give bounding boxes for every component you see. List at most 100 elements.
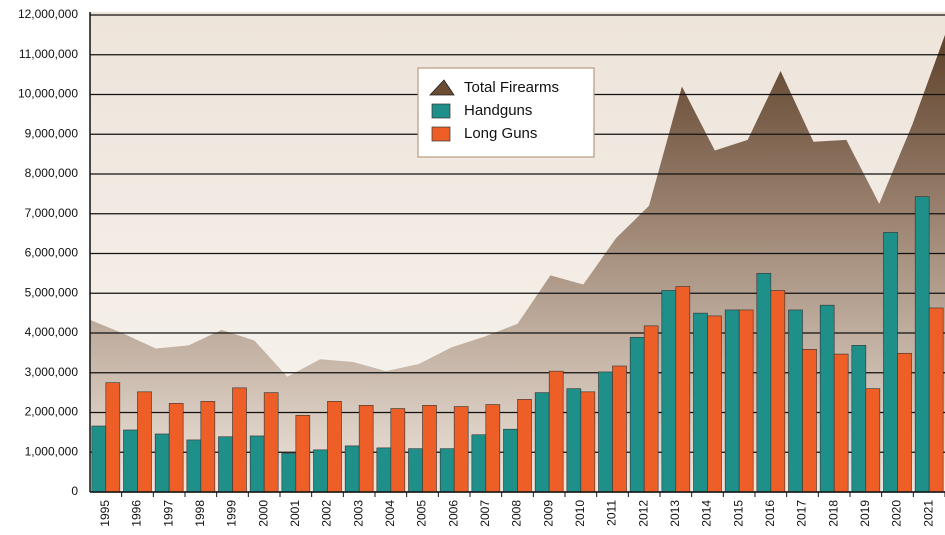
bar (724, 309, 740, 493)
bar (598, 371, 613, 493)
legend-label: Long Guns (464, 125, 537, 142)
legend-icon (431, 126, 451, 142)
bar (802, 348, 817, 493)
bar (503, 428, 518, 493)
bar (105, 382, 121, 493)
x-tick-label: 2009 (541, 500, 555, 527)
x-tick-label: 2008 (510, 500, 524, 527)
x-tick-label: 2000 (256, 500, 270, 527)
y-tick-label: 7,000,000 (25, 206, 79, 220)
bar (833, 353, 849, 493)
x-tick-label: 2011 (605, 500, 619, 526)
bar (471, 434, 487, 493)
x-tick-label: 2018 (826, 500, 840, 527)
bar (883, 232, 898, 493)
bar (756, 273, 772, 493)
y-tick-label: 11,000,000 (19, 47, 78, 61)
bar (453, 406, 469, 493)
x-tick-label: 2016 (763, 500, 777, 527)
x-tick-label: 2015 (731, 500, 745, 527)
bar (218, 436, 233, 493)
legend-label: Total Firearms (464, 79, 559, 96)
bar (168, 403, 184, 493)
y-tick-label: 1,000,000 (25, 444, 79, 458)
bar (281, 453, 297, 493)
y-tick-label: 4,000,000 (25, 325, 79, 339)
x-tick-label: 2017 (795, 500, 809, 527)
x-tick-label: 2002 (320, 500, 334, 527)
bar (390, 408, 406, 493)
y-tick-label: 6,000,000 (25, 246, 79, 260)
y-tick-label: 2,000,000 (25, 405, 79, 419)
bar (548, 370, 564, 493)
bar (629, 337, 645, 493)
bar (376, 447, 392, 493)
bar (819, 304, 835, 493)
x-tick-label: 2013 (668, 500, 682, 527)
x-tick-label: 2010 (573, 500, 587, 527)
bar (914, 196, 930, 493)
bar (313, 449, 328, 493)
x-tick-label: 2001 (288, 500, 302, 527)
bar (707, 315, 722, 493)
x-tick-label: 2006 (446, 500, 460, 527)
bar (770, 290, 786, 493)
legend-icon (431, 103, 451, 119)
x-tick-label: 2019 (858, 500, 872, 527)
x-tick-label: 2020 (890, 500, 904, 527)
x-tick-label: 1999 (225, 500, 239, 527)
bar (263, 392, 279, 493)
x-tick-label: 2012 (636, 500, 650, 527)
bar (186, 439, 202, 493)
bar (295, 414, 311, 493)
x-tick-label: 2007 (478, 500, 492, 527)
bar (408, 448, 423, 493)
bar (928, 307, 944, 493)
bar (693, 312, 708, 493)
y-tick-label: 3,000,000 (25, 365, 79, 379)
bar (422, 405, 437, 493)
y-tick-label: 0 (71, 484, 78, 498)
x-tick-label: 1996 (130, 500, 144, 527)
bar (358, 405, 374, 493)
x-tick-label: 2004 (383, 500, 397, 527)
bar (643, 325, 659, 493)
bar (485, 404, 501, 493)
x-tick-label: 2005 (415, 500, 429, 527)
bar (154, 433, 170, 493)
x-tick-label: 1997 (161, 500, 175, 527)
bar (327, 401, 342, 493)
bar (534, 392, 550, 493)
bar (738, 309, 754, 493)
bar (580, 391, 596, 493)
bar (865, 388, 881, 493)
y-tick-label: 5,000,000 (25, 285, 79, 299)
x-tick-label: 2003 (351, 500, 365, 527)
bar (851, 345, 867, 493)
legend-icon (429, 79, 455, 96)
bar (675, 286, 691, 493)
x-tick-label: 2021 (921, 500, 935, 527)
bar (612, 365, 627, 493)
y-tick-label: 9,000,000 (25, 126, 79, 140)
bar (137, 391, 152, 493)
y-tick-label: 12,000,000 (18, 7, 78, 21)
y-tick-label: 10,000,000 (18, 87, 78, 101)
bar (897, 352, 912, 493)
legend-label: Handguns (464, 102, 532, 119)
y-tick-label: 8,000,000 (25, 166, 79, 180)
bar (439, 448, 455, 493)
x-tick-label: 1995 (98, 500, 112, 527)
bar (344, 445, 360, 493)
bar (123, 429, 138, 493)
x-tick-label: 2014 (700, 500, 714, 527)
bar (566, 388, 582, 493)
bar (91, 425, 107, 493)
bar (788, 309, 803, 493)
bar (661, 290, 677, 493)
bar (249, 435, 265, 493)
bar (232, 387, 247, 493)
bar (200, 401, 216, 493)
bar (517, 399, 532, 493)
